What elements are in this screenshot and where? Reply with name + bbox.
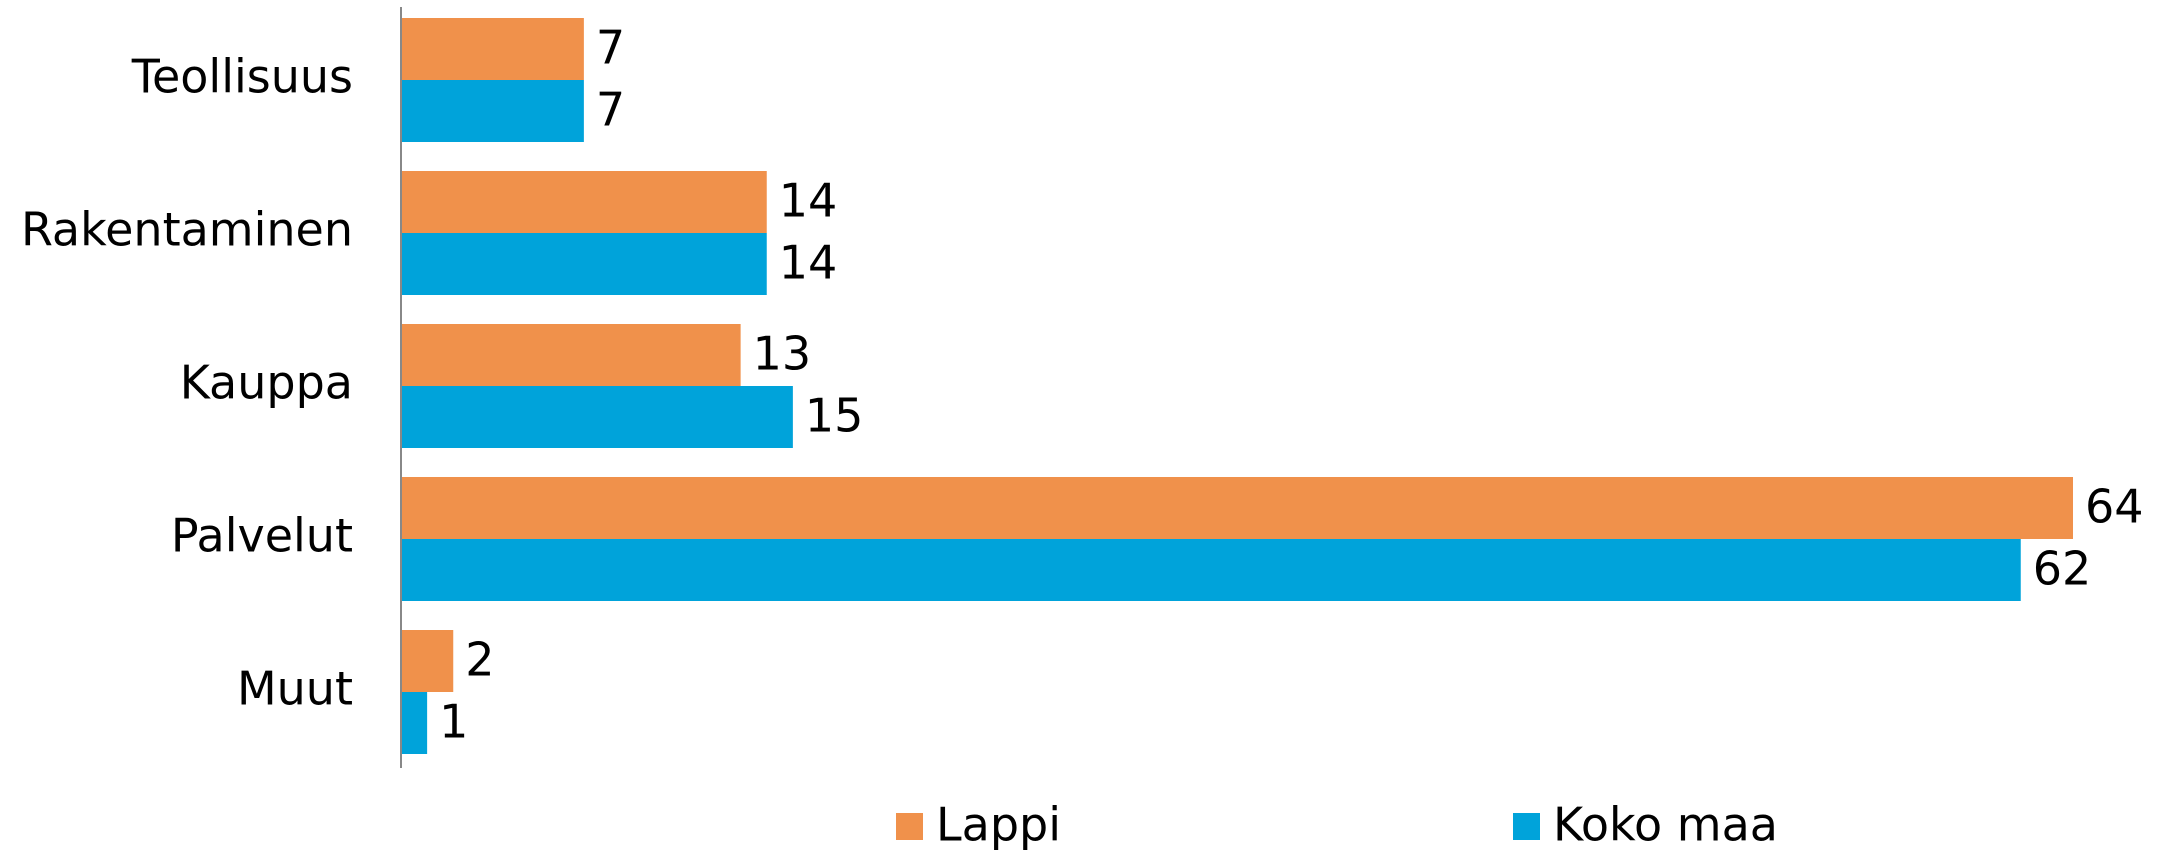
data-label: 1: [439, 695, 468, 749]
data-label: 64: [2085, 480, 2144, 534]
data-label: 14: [779, 174, 838, 228]
data-label: 13: [753, 327, 812, 381]
bar: [401, 18, 584, 80]
data-label: 2: [465, 633, 494, 687]
data-label: 15: [805, 389, 864, 443]
bar: [401, 539, 2021, 601]
category-label: Muut: [237, 662, 353, 716]
category-label: Kauppa: [180, 356, 353, 410]
bar: [401, 171, 767, 233]
bar: [401, 80, 584, 142]
data-label: 14: [779, 236, 838, 290]
data-label: 62: [2033, 542, 2092, 596]
data-label: 7: [596, 83, 625, 137]
category-label: Teollisuus: [131, 50, 353, 104]
legend-label: Koko maa: [1553, 798, 1778, 852]
data-label: 7: [596, 21, 625, 75]
category-label: Palvelut: [171, 509, 353, 563]
category-label: Rakentaminen: [21, 203, 353, 257]
bar: [401, 630, 454, 692]
legend-swatch: [896, 813, 923, 840]
legend-swatch: [1513, 813, 1540, 840]
legend-label: Lappi: [936, 798, 1061, 852]
bar: [401, 324, 741, 386]
bar: [401, 233, 767, 295]
bar: [401, 386, 793, 448]
bar: [401, 477, 2073, 539]
bar: [401, 692, 428, 754]
